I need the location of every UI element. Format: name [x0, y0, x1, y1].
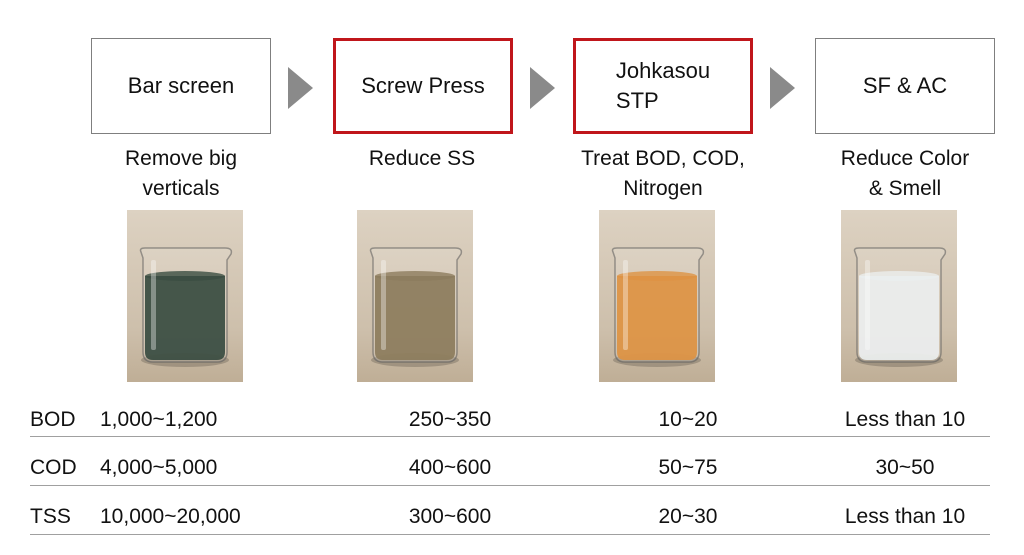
arrow-right-icon — [288, 67, 313, 109]
table-cell: 400~600 — [408, 456, 492, 479]
row-divider — [30, 436, 990, 437]
stage-box-johkasou-stp: Johkasou STP — [573, 38, 753, 134]
stage-description: Reduce SS — [368, 147, 476, 170]
beaker-icon — [853, 247, 947, 367]
table-row-tss: TSS 10,000~20,000 300~600 20~30 Less tha… — [30, 494, 990, 543]
row-divider — [30, 485, 990, 486]
stage-title: Bar screen — [127, 73, 235, 98]
table-cell: 20~30 — [658, 505, 718, 528]
row-label: COD — [30, 456, 77, 479]
stage-title: Johkasou STP — [615, 58, 711, 113]
stage-description: Treat BOD, COD, Nitrogen — [581, 147, 745, 200]
beaker-photo — [841, 210, 957, 382]
table-cell: 50~75 — [658, 456, 718, 479]
table-cell: 10,000~20,000 — [100, 505, 241, 528]
stage-title: Screw Press — [361, 73, 485, 98]
beaker-icon — [611, 247, 705, 367]
stage-description: Reduce Color & Smell — [840, 147, 970, 200]
table-cell: 1,000~1,200 — [100, 408, 218, 431]
stage-title: SF & AC — [862, 73, 948, 98]
stage-box-screw-press: Screw Press — [333, 38, 513, 134]
table-cell: 30~50 — [875, 456, 935, 479]
stage-box-sf-ac: SF & AC — [815, 38, 995, 134]
arrow-right-icon — [770, 67, 795, 109]
stage-description: Remove big verticals — [124, 147, 238, 200]
table-cell: Less than 10 — [844, 505, 966, 528]
table-cell: Less than 10 — [844, 408, 966, 431]
table-cell: 4,000~5,000 — [100, 456, 218, 479]
table-row-bod: BOD 1,000~1,200 250~350 10~20 Less than … — [30, 397, 990, 446]
beaker-photo — [357, 210, 473, 382]
beaker-photo — [599, 210, 715, 382]
row-label: BOD — [30, 408, 76, 431]
table-cell: 250~350 — [408, 408, 492, 431]
beaker-icon — [369, 247, 463, 367]
beaker-icon — [139, 247, 233, 367]
table-cell: 300~600 — [408, 505, 492, 528]
stage-box-bar-screen: Bar screen — [91, 38, 271, 134]
table-row-cod: COD 4,000~5,000 400~600 50~75 30~50 — [30, 445, 990, 494]
row-divider — [30, 534, 990, 535]
arrow-right-icon — [530, 67, 555, 109]
beaker-photo — [127, 210, 243, 382]
row-label: TSS — [30, 505, 71, 528]
table-cell: 10~20 — [658, 408, 718, 431]
